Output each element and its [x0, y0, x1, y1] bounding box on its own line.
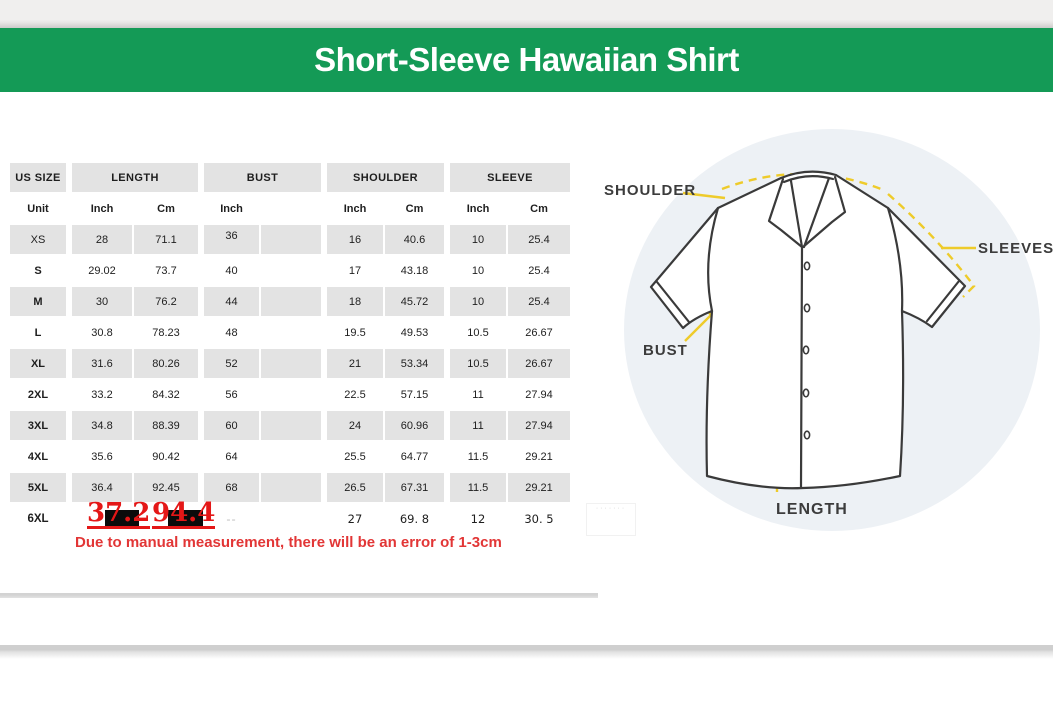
col-header-us-size: US SIZE	[10, 163, 68, 194]
title-banner: Short-Sleeve Hawaiian Shirt	[0, 28, 1053, 92]
handwritten-length-inch: 37.2	[87, 498, 151, 529]
button-icon	[803, 261, 811, 271]
right-cuff-band	[925, 279, 961, 323]
page-title: Short-Sleeve Hawaiian Shirt	[314, 41, 739, 78]
shoulder-label: SHOULDER	[604, 182, 697, 199]
table-row: XS 28 71.1 36 16 40.6 10 25.4	[10, 225, 572, 256]
right-collar-inner	[802, 176, 831, 249]
table-row: L 30.8 78.23 48 19.5 49.53 10.5 26.67	[10, 318, 572, 349]
left-armhole-seam	[707, 206, 720, 313]
col-header-bust: BUST	[200, 163, 323, 194]
table-row: S 29.02 73.7 40 17 43.18 10 25.4	[10, 256, 572, 287]
length-label: LENGTH	[776, 501, 848, 518]
button-icon	[803, 430, 811, 440]
divider-line	[0, 593, 598, 598]
shirt-diagram-main	[624, 129, 1040, 531]
redaction-box-length-inch	[105, 510, 139, 528]
col-header-length: LENGTH	[68, 163, 200, 194]
left-collar-inner	[789, 179, 804, 249]
divider-line	[0, 645, 1053, 659]
buttons	[802, 261, 811, 440]
table-row: XL 31.6 80.26 52 21 53.34 10.5 26.67	[10, 349, 572, 380]
button-icon	[802, 345, 810, 355]
left-lapel	[767, 177, 804, 249]
table-row: 4XL 35.6 90.42 64 25.5 64.77 11.5 29.21	[10, 442, 572, 473]
handwritten-length-cm: 94.4	[152, 498, 216, 529]
measurement-note: Due to manual measurement, there will be…	[75, 534, 502, 551]
shoulder-leader-line	[682, 191, 726, 200]
sleeves-label: SLEEVES	[978, 240, 1053, 257]
bust-leader-line	[684, 312, 714, 342]
right-armhole-seam	[886, 206, 904, 313]
paste-artifact: ·······	[586, 503, 636, 536]
col-header-sleeve: SLEEVE	[446, 163, 572, 194]
group-header-row: US SIZE LENGTH BUST SHOULDER SLEEVE	[10, 163, 572, 194]
left-cuff-band	[655, 280, 691, 324]
shirt-drawing	[649, 170, 967, 490]
top-strip	[0, 0, 1053, 28]
table-row: 5XL 36.4 92.45 68 26.5 67.31 11.5 29.21	[10, 473, 572, 504]
size-chart-table: US SIZE LENGTH BUST SHOULDER SLEEVE Unit…	[10, 163, 572, 535]
bust-label: BUST	[643, 342, 688, 359]
table-row: 3XL 34.8 88.39 60 24 60.96 11 27.94	[10, 411, 572, 442]
table-row: 2XL 33.2 84.32 56 22.5 57.15 11 27.94	[10, 380, 572, 411]
right-lapel	[801, 175, 847, 249]
unit-row: Unit Inch Cm Inch Inch Cm Inch Cm	[10, 194, 572, 225]
redaction-box-length-cm	[168, 510, 203, 527]
button-icon	[802, 388, 810, 398]
button-icon	[803, 303, 811, 313]
sleeve-dashed-line	[887, 193, 976, 298]
table-row: M 30 76.2 44 18 45.72 10 25.4	[10, 287, 572, 318]
shirt-outline	[649, 170, 967, 490]
placket-line	[799, 245, 804, 489]
col-header-shoulder: SHOULDER	[323, 163, 446, 194]
